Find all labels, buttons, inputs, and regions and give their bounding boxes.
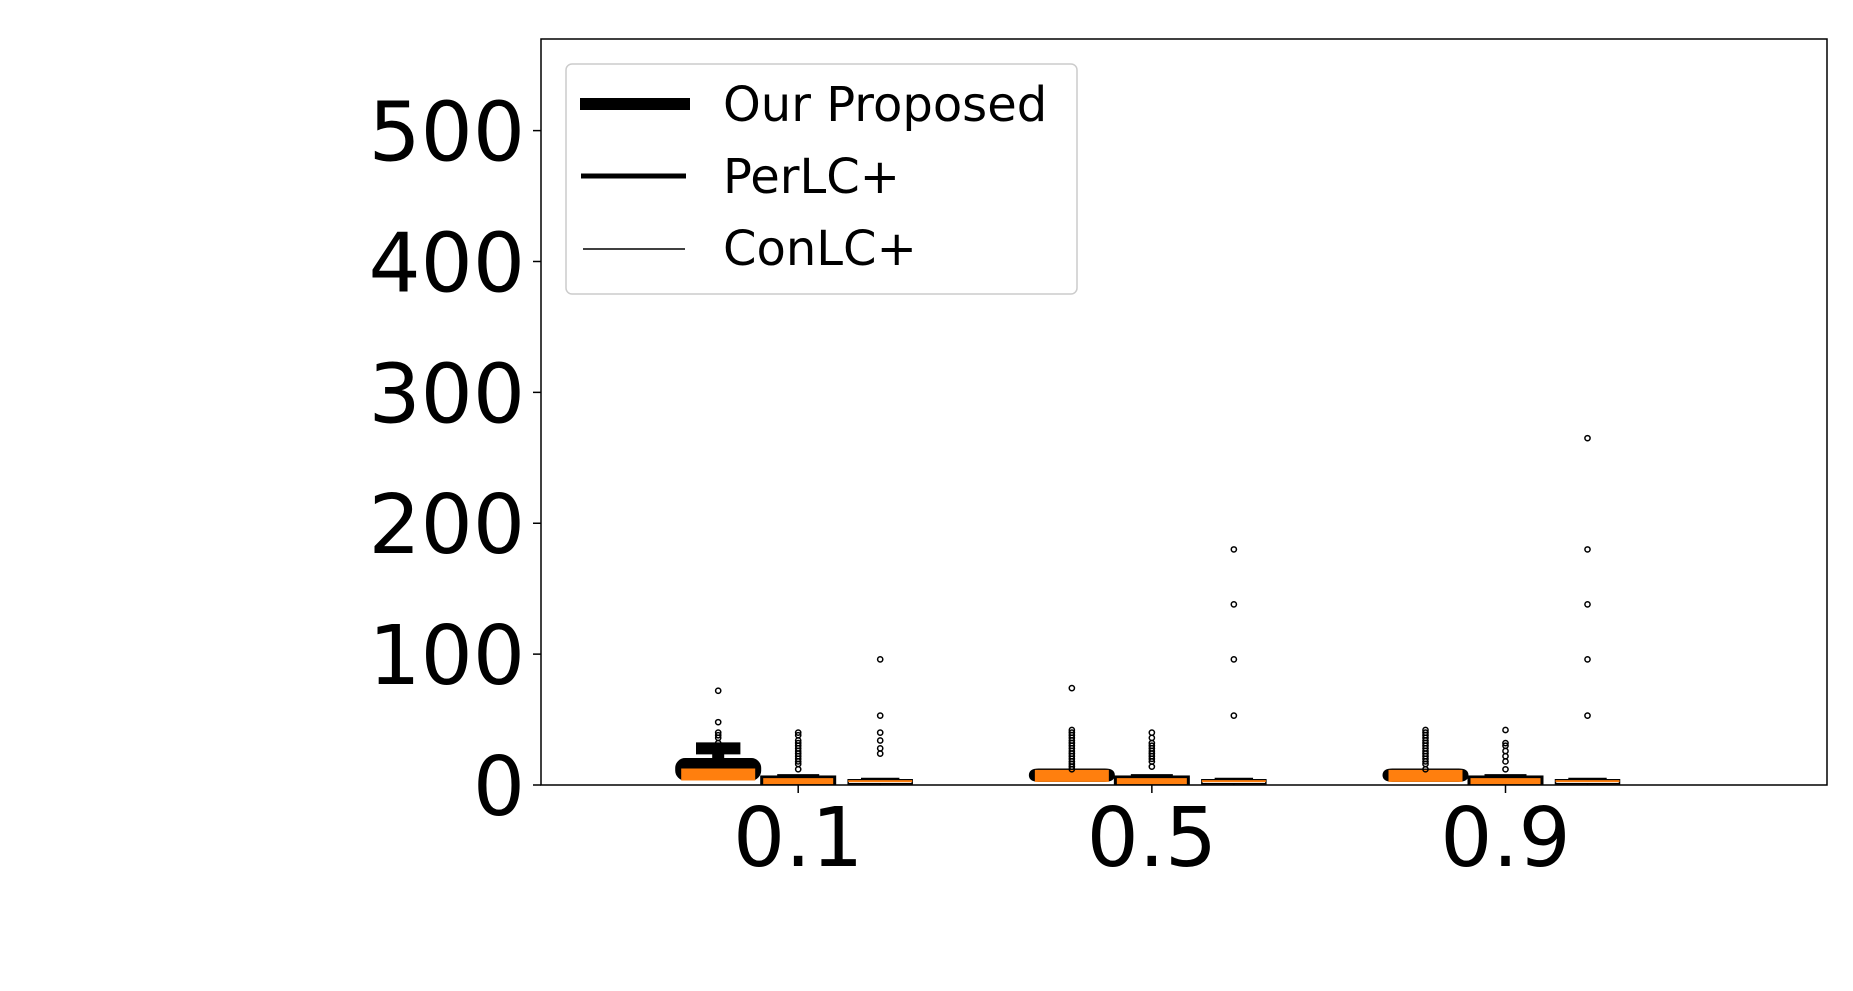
flier-point: [714, 731, 722, 739]
flier-point: [1584, 712, 1591, 719]
box: [1554, 434, 1621, 785]
flier-point: [794, 765, 802, 773]
box: [847, 656, 913, 785]
flier-point: [876, 750, 884, 757]
flier-point: [1422, 729, 1429, 736]
box: [1201, 546, 1267, 785]
flier-point: [1584, 434, 1591, 442]
flier-point: [1148, 729, 1156, 736]
flier-point: [1584, 546, 1591, 553]
flier-point: [1502, 742, 1509, 750]
flier-point: [876, 745, 884, 752]
y-tick-label: 200: [368, 478, 525, 573]
y-axis: 0 100 200 300 400 500: [368, 86, 541, 835]
flier-point: [714, 687, 722, 695]
y-tick-label: 100: [368, 609, 525, 704]
box-series-group: [675, 434, 1621, 786]
legend-frame: [565, 63, 1078, 295]
x-tick-label: 0.5: [1087, 791, 1217, 886]
y-tick-label: 300: [368, 347, 525, 442]
flier-point: [1230, 656, 1238, 663]
flier-point: [876, 712, 884, 719]
flier-point: [1502, 758, 1509, 765]
legend-label-conlc: ConLC+: [723, 221, 917, 277]
x-axis: 0.1 0.5 0.9: [733, 785, 1571, 886]
box-series: [847, 434, 1621, 785]
legend: Our Proposed PerLC+ ConLC+: [565, 63, 1078, 295]
flier-point: [1068, 684, 1076, 692]
flier-point: [1502, 726, 1509, 734]
flier-point: [794, 739, 802, 747]
x-tick-label: 0.9: [1440, 791, 1570, 886]
flier-point: [1230, 546, 1238, 553]
x-tick-label: 0.1: [733, 791, 863, 886]
flier-point: [794, 729, 802, 736]
box: [1467, 726, 1544, 786]
box: [1382, 726, 1469, 782]
flier-point: [1502, 739, 1509, 747]
flier-point: [1148, 742, 1156, 750]
flier-point: [1148, 763, 1156, 771]
flier-point: [714, 718, 722, 726]
flier-point: [1502, 765, 1509, 773]
y-tick-label: 500: [368, 86, 525, 181]
legend-label-our-proposed: Our Proposed: [723, 77, 1047, 133]
box: [1113, 729, 1190, 786]
flier-point: [1068, 729, 1076, 736]
flier-point: [1502, 752, 1509, 760]
y-tick-label: 0: [473, 740, 525, 835]
flier-point: [1068, 726, 1076, 734]
box: [760, 729, 837, 786]
flier-point: [1584, 656, 1591, 663]
flier-point: [1148, 734, 1156, 742]
flier-point: [876, 656, 884, 663]
flier-point: [1422, 726, 1429, 734]
box-series: [675, 684, 1469, 782]
box-series: [760, 726, 1544, 786]
legend-label-perlc: PerLC+: [723, 149, 900, 205]
flier-point: [794, 731, 802, 739]
box: [675, 687, 762, 781]
flier-point: [876, 729, 884, 736]
flier-point: [876, 737, 884, 744]
flier-point: [1502, 747, 1509, 755]
flier-point: [714, 729, 722, 736]
flier-point: [1584, 601, 1591, 608]
y-tick-label: 400: [368, 216, 525, 311]
flier-point: [1230, 712, 1238, 719]
flier-point: [1230, 601, 1238, 608]
box: [1028, 684, 1115, 782]
